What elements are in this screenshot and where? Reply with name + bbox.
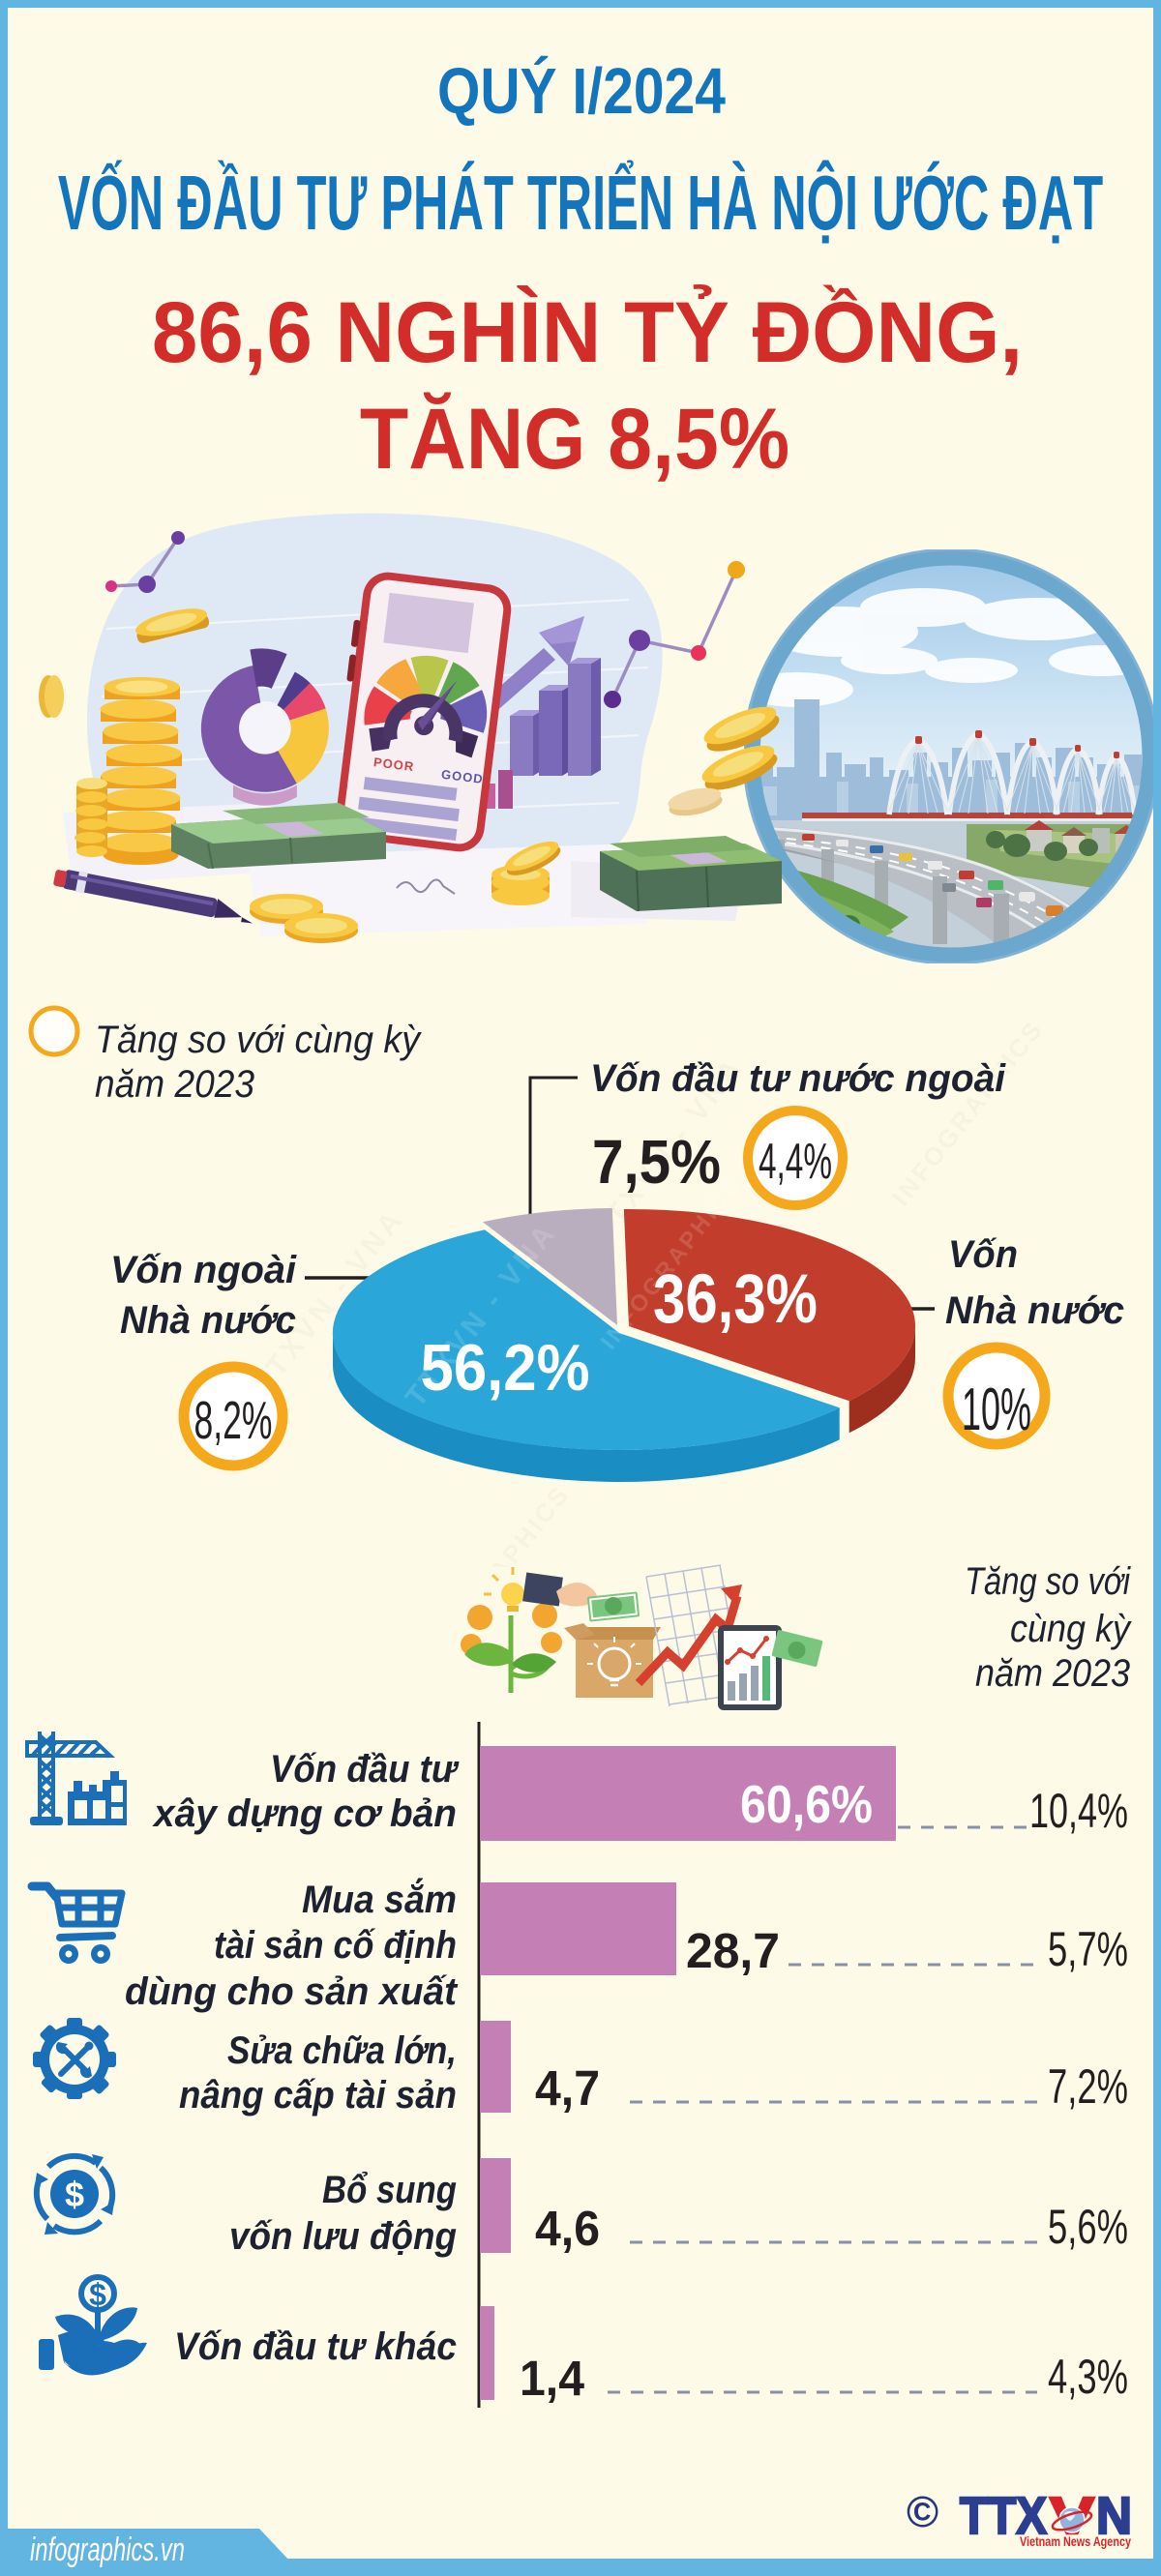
svg-text:Mua sắm: Mua sắm [302, 1877, 457, 1921]
svg-text:Nhà nước: Nhà nước [120, 1299, 296, 1342]
svg-text:Vốn đầu tư: Vốn đầu tư [270, 1748, 460, 1791]
svg-text:cùng kỳ: cùng kỳ [1010, 1608, 1133, 1650]
svg-text:nâng cấp tài sản: nâng cấp tài sản [179, 2074, 457, 2117]
svg-text:Bổ sung: Bổ sung [322, 2169, 457, 2211]
svg-text:$: $ [65, 2175, 84, 2214]
svg-text:Nhà nước: Nhà nước [945, 1289, 1124, 1332]
svg-text:Tăng so với: Tăng so với [965, 1560, 1131, 1603]
svg-text:7,5%: 7,5% [592, 1127, 721, 1197]
svg-text:7,2%: 7,2% [1048, 2059, 1128, 2114]
svg-text:Vốn đầu tư nước ngoài: Vốn đầu tư nước ngoài [590, 1057, 1006, 1100]
svg-text:5,7%: 5,7% [1048, 1922, 1128, 1976]
svg-text:Vốn: Vốn [948, 1233, 1018, 1276]
svg-text:Sửa chữa lớn,: Sửa chữa lớn, [227, 2029, 457, 2072]
svg-text:tài sản cố định: tài sản cố định [214, 1924, 457, 1967]
svg-text:36,3%: 36,3% [653, 1261, 818, 1338]
svg-text:10,4%: 10,4% [1029, 1784, 1128, 1838]
svg-text:4,3%: 4,3% [1048, 2350, 1128, 2404]
svg-text:$: $ [89, 2277, 106, 2312]
svg-text:©: © [907, 2487, 938, 2536]
svg-text:28,7: 28,7 [686, 1923, 780, 1978]
svg-text:5,6%: 5,6% [1048, 2200, 1128, 2254]
svg-text:10%: 10% [962, 1377, 1031, 1443]
svg-text:8,2%: 8,2% [194, 1390, 273, 1450]
svg-text:năm 2023: năm 2023 [95, 1063, 254, 1106]
svg-text:TTX: TTX [960, 2487, 1047, 2545]
svg-text:POOR: POOR [372, 755, 415, 774]
svg-text:Vốn đầu tư khác: Vốn đầu tư khác [174, 2325, 457, 2368]
svg-text:INFOGRAPHICS: INFOGRAPHICS [886, 1014, 1050, 1211]
svg-text:infographics.vn: infographics.vn [30, 2532, 185, 2568]
svg-text:N: N [1096, 2487, 1132, 2545]
svg-text:56,2%: 56,2% [421, 1331, 590, 1405]
svg-text:năm 2023: năm 2023 [975, 1652, 1130, 1695]
svg-text:60,6%: 60,6% [740, 1774, 873, 1834]
svg-text:4,6: 4,6 [535, 2201, 600, 2256]
svg-text:GOOD: GOOD [440, 767, 484, 786]
svg-text:Vốn ngoài: Vốn ngoài [110, 1249, 297, 1291]
svg-text:dùng cho sản xuất: dùng cho sản xuất [125, 1970, 459, 2013]
svg-text:vốn lưu động: vốn lưu động [229, 2215, 457, 2258]
svg-text:Tăng so với cùng kỳ: Tăng so với cùng kỳ [95, 1019, 423, 1061]
svg-text:1,4: 1,4 [520, 2351, 585, 2406]
svg-text:Vietnam News Agency: Vietnam News Agency [1020, 2533, 1131, 2549]
svg-text:4,4%: 4,4% [759, 1134, 832, 1190]
svg-text:4,7: 4,7 [535, 2060, 600, 2116]
svg-text:xây dựng cơ bản: xây dựng cơ bản [152, 1792, 457, 1835]
